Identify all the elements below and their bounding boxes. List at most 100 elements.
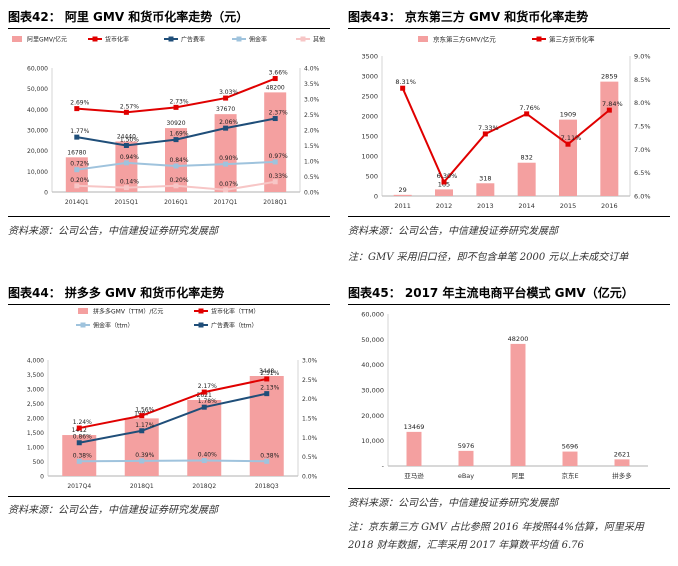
jd-gmv-chart: 0 500 1000 1500 2000 2500 3000 3500 6.0% 6.5% 7.0%… xyxy=(361,35,651,211)
series-value-label: 1.78% xyxy=(198,398,217,405)
bar-value-label: 5696 xyxy=(562,443,579,451)
left-tick-label: 30,000 xyxy=(27,128,48,135)
series-marker xyxy=(606,107,612,113)
right-tick-label: 3.0% xyxy=(302,358,318,365)
series-marker xyxy=(139,413,145,419)
bar xyxy=(264,92,287,192)
legend-label: 货币化率 xyxy=(105,36,129,44)
series-marker xyxy=(565,141,571,147)
series-marker xyxy=(123,109,129,115)
legend-marker xyxy=(198,308,204,314)
left-tick-label: 60,000 xyxy=(27,66,48,73)
legend-marker xyxy=(92,36,98,42)
x-tick-label: eBay xyxy=(458,472,474,480)
series-marker xyxy=(74,106,80,112)
bar xyxy=(458,450,474,466)
bar-value-label: 13469 xyxy=(404,423,425,431)
source-text: 资料来源：公司公告，中信建投证券研究发展部 xyxy=(8,226,218,237)
series-marker xyxy=(74,134,80,140)
bar xyxy=(435,189,453,196)
left-tick-label: 20,000 xyxy=(361,412,384,420)
legend-label: 广告费率（ttm） xyxy=(211,322,258,330)
right-tick-label: 0.5% xyxy=(304,174,320,181)
left-tick-label: 0 xyxy=(374,193,378,201)
left-tick-label: 1,500 xyxy=(27,430,44,437)
source-text: 资料来源：公司公告，中信建投证券研究发展部 xyxy=(348,226,558,237)
series-marker xyxy=(223,125,229,131)
x-tick-label: 2018Q3 xyxy=(255,483,279,490)
series-value-label: 0.97% xyxy=(269,153,288,160)
series-value-label: 6.30% xyxy=(437,172,458,180)
series-value-label: 8.31% xyxy=(395,78,416,86)
x-tick-label: 2011 xyxy=(394,202,411,210)
series-value-label: 1.77% xyxy=(70,128,89,135)
source-text: 资料来源：公司公告，中信建投证券研究发展部 xyxy=(8,505,218,516)
panel-title: 图表43： 京东第三方 GMV 和货币化率走势 xyxy=(348,10,589,24)
series-value-label: 2.17% xyxy=(198,383,217,390)
left-tick-label: 1000 xyxy=(361,153,378,161)
left-tick-label: - xyxy=(382,463,385,471)
series-marker xyxy=(201,404,207,410)
series-marker xyxy=(264,458,270,464)
series-value-label: 0.20% xyxy=(70,177,89,184)
series-value-label: 2.57% xyxy=(120,103,139,110)
series-line xyxy=(401,87,610,184)
left-tick-label: 50,000 xyxy=(27,86,48,93)
bar xyxy=(65,157,88,192)
legend-swatch xyxy=(418,36,428,42)
right-tick-label: 1.5% xyxy=(302,416,318,423)
series-marker xyxy=(524,111,530,117)
bar xyxy=(214,114,237,192)
series-value-label: 0.33% xyxy=(269,173,288,180)
series-marker xyxy=(223,187,229,193)
series-value-label: 2.51% xyxy=(260,370,279,377)
legend-label: 第三方货币化率 xyxy=(549,35,595,44)
x-tick-label: 亚马逊 xyxy=(404,471,424,480)
panel-title: 图表45： 2017 年主流电商平台模式 GMV（亿元） xyxy=(348,286,634,300)
series-value-label: 2.73% xyxy=(169,98,188,105)
series-value-label: 0.20% xyxy=(169,177,188,184)
left-tick-label: 2500 xyxy=(361,93,378,101)
left-tick-label: 20,000 xyxy=(27,148,48,155)
right-tick-label: 0.0% xyxy=(302,474,318,481)
series-marker xyxy=(482,131,488,137)
panel-platforms: 图表45： 2017 年主流电商平台模式 GMV（亿元） - 10,000 20,0… xyxy=(348,282,670,562)
x-tick-label: 阿里 xyxy=(512,471,526,480)
bar xyxy=(187,399,222,476)
x-tick-label: 2018Q1 xyxy=(130,483,154,490)
bar-value-label: 318 xyxy=(479,174,491,182)
series-value-label: 0.84% xyxy=(169,157,188,164)
legend-marker xyxy=(168,36,174,42)
legend-label: 京东第三方GMV/亿元 xyxy=(433,35,496,44)
series-marker xyxy=(264,376,270,382)
bar-value-label: 30920 xyxy=(166,120,185,127)
legend-marker xyxy=(80,322,86,328)
legend-marker xyxy=(300,36,306,42)
series-value-label: 7.11% xyxy=(561,134,582,142)
x-tick-label: 拼多多 xyxy=(612,471,632,480)
legend-label: 拼多多GMV（TTM）/亿元 xyxy=(93,308,163,316)
legend-marker xyxy=(236,36,242,42)
series-marker xyxy=(223,161,229,167)
bar-value-label: 16780 xyxy=(67,149,86,156)
series-value-label: 0.72% xyxy=(70,161,89,168)
x-tick-label: 2014Q1 xyxy=(65,199,89,206)
series-value-label: 2.06% xyxy=(219,119,238,126)
title-rule xyxy=(8,28,330,29)
series-value-label: 1.50% xyxy=(120,137,139,144)
left-tick-label: 3,500 xyxy=(27,372,44,379)
right-tick-label: 3.0% xyxy=(304,97,320,104)
series-line xyxy=(79,392,267,444)
x-tick-label: 京东E xyxy=(561,471,578,480)
left-tick-label: 3500 xyxy=(361,53,378,61)
bar xyxy=(562,451,578,466)
right-tick-label: 8.0% xyxy=(634,99,651,107)
series-marker xyxy=(123,185,129,191)
bar-value-label: 5976 xyxy=(458,442,475,450)
source-rule xyxy=(348,216,670,217)
legend-label: 佣金率 xyxy=(249,36,267,44)
series-value-label: 0.90% xyxy=(219,155,238,162)
platform-gmv-chart: - 10,000 20,000 30,000 40,000 50,000 60,000 亚马逊… xyxy=(361,311,648,480)
note-text: 注：GMV 采用旧口径，即不包含单笔 2000 元以上未成交订单 xyxy=(348,252,629,263)
bar-value-label: 2621 xyxy=(614,450,631,458)
